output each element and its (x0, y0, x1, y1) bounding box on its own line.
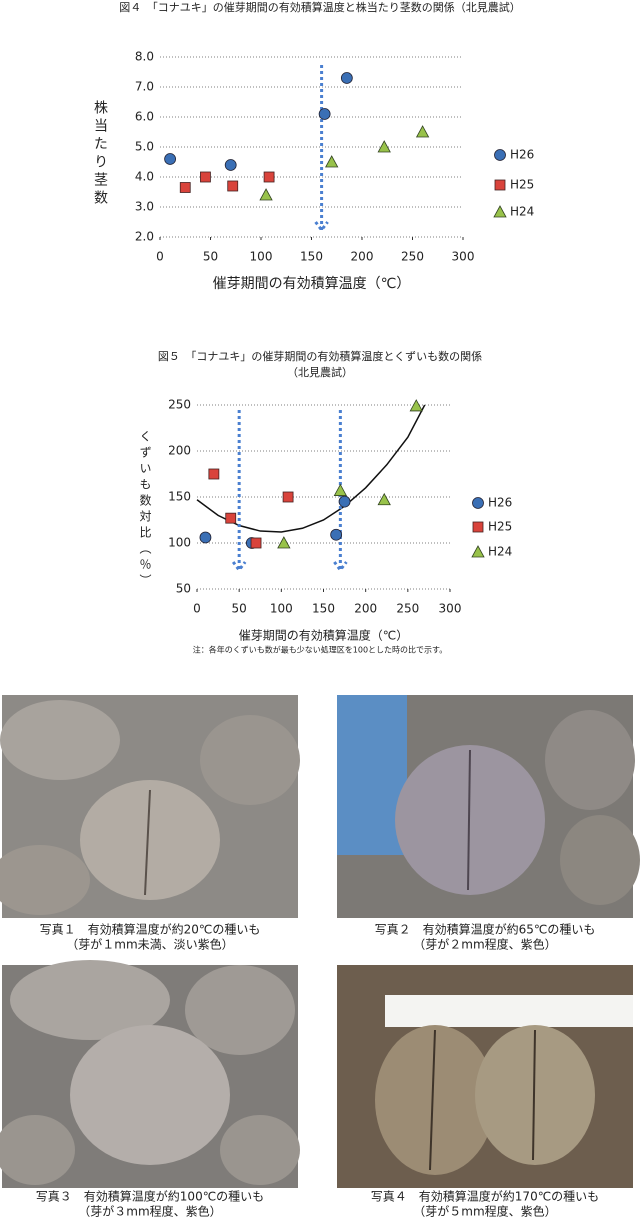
point (208, 468, 220, 480)
legend-marker (494, 179, 506, 191)
y-tick-label: 7.0 (135, 80, 154, 94)
photo-caption: （芽が５mm程度、紫色） (413, 1204, 556, 1219)
legend-marker (493, 205, 507, 218)
point (415, 125, 430, 138)
point (318, 108, 331, 120)
photo (0, 695, 300, 918)
trend-line (196, 404, 426, 533)
legend-label: H24 (510, 205, 534, 219)
x-tick-label: 200 (351, 250, 374, 264)
chart-title: 図４ 「コナユキ」の催芽期間の有効積算温度と株当たり茎数の関係（北見農試） (119, 0, 521, 14)
y-tick-label: 150 (168, 490, 191, 504)
y-tick-label: 6.0 (135, 110, 154, 124)
y-tick-label: 100 (168, 536, 191, 550)
y-tick-label: 5.0 (135, 140, 154, 154)
arrow (231, 410, 247, 573)
photo-caption: （芽が１mm未満、淡い紫色） (66, 937, 233, 952)
arrow (314, 65, 329, 233)
point (277, 536, 291, 549)
x-tick-label: 0 (156, 250, 164, 264)
y-tick-label: 200 (168, 444, 191, 458)
y-axis-label: くずいも数対比（％） (138, 430, 152, 590)
photo (337, 965, 633, 1188)
y-axis-label: 株当たり茎数 (92, 100, 108, 208)
point (409, 399, 423, 412)
photo-caption: 写真２ 有効積算温度が約65℃の種いも (375, 922, 596, 937)
point (377, 140, 391, 153)
x-axis-label: 催芽期間の有効積算温度（℃） (213, 276, 411, 292)
legend-label: H24 (488, 545, 512, 559)
point (325, 155, 339, 168)
y-tick-label: 8.0 (135, 50, 154, 64)
point (340, 72, 353, 84)
x-tick-label: 50 (203, 250, 218, 264)
x-tick-label: 300 (439, 602, 462, 616)
point (179, 182, 191, 193)
x-tick-label: 250 (401, 250, 424, 264)
photo-caption: （芽が３mm程度、紫色） (78, 1204, 221, 1219)
y-tick-label: 3.0 (135, 200, 154, 214)
legend-label: H25 (510, 178, 534, 192)
photo-caption: （芽が２mm程度、紫色） (413, 937, 556, 952)
photo (0, 960, 300, 1188)
x-tick-label: 100 (270, 602, 293, 616)
point (330, 528, 343, 541)
photo-caption: 写真１ 有効積算温度が約20℃の種いも (40, 922, 261, 937)
legend-marker (471, 545, 485, 558)
x-axis-label: 催芽期間の有効積算温度（℃） (239, 628, 408, 643)
point (282, 491, 294, 503)
point (263, 171, 275, 183)
x-tick-label: 150 (312, 602, 335, 616)
note: 注：各年のくずいも数が最も少ない処理区を100とした時の比で示す。 (193, 645, 447, 655)
chart-subtitle: （北見農試） (287, 365, 353, 379)
legend-label: H25 (488, 520, 512, 534)
legend-marker (472, 521, 484, 533)
point (338, 495, 351, 508)
chart-title: 図５ 「コナユキ」の催芽期間の有効積算温度とくずいも数の関係 (158, 349, 482, 363)
y-tick-label: 4.0 (135, 170, 154, 184)
legend-marker (494, 149, 506, 161)
point (250, 537, 262, 549)
point (377, 492, 391, 506)
legend-marker (472, 497, 484, 509)
x-tick-label: 50 (232, 602, 247, 616)
x-tick-label: 100 (250, 250, 273, 264)
photo (337, 695, 640, 918)
x-tick-label: 150 (300, 250, 323, 264)
point (333, 483, 348, 496)
legend-label: H26 (510, 148, 534, 162)
y-tick-label: 2.0 (135, 230, 154, 244)
point (259, 188, 273, 201)
point (164, 153, 177, 165)
point (225, 512, 237, 524)
x-tick-label: 200 (354, 602, 377, 616)
x-tick-label: 0 (193, 602, 201, 616)
legend-label: H26 (488, 496, 512, 510)
x-tick-label: 250 (396, 602, 419, 616)
photo-caption: 写真３ 有効積算温度が約100℃の種いも (36, 1189, 264, 1204)
point (227, 180, 239, 192)
point (224, 159, 237, 171)
x-tick-label: 300 (452, 250, 475, 264)
photo-caption: 写真４ 有効積算温度が約170℃の種いも (371, 1189, 599, 1204)
y-tick-label: 250 (168, 398, 191, 412)
point (200, 171, 211, 183)
point (199, 531, 212, 544)
y-tick-label: 50 (176, 582, 191, 596)
